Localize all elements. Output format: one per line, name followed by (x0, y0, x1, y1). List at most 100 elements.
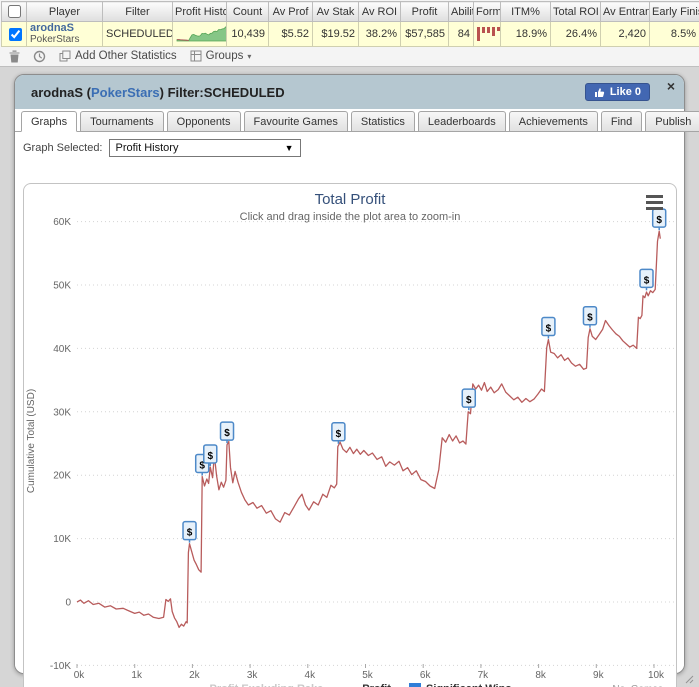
profit-sparkline-chart (176, 26, 226, 42)
graph-select-dropdown[interactable]: Profit History ▼ (108, 139, 301, 157)
svg-text:20K: 20K (53, 471, 71, 482)
svg-text:0: 0 (65, 598, 71, 609)
add-other-statistics-label: Add Other Statistics (75, 50, 177, 62)
player-cell[interactable]: arodnaS PokerStars (26, 21, 103, 47)
svg-text:$: $ (587, 313, 593, 324)
svg-text:$: $ (208, 451, 214, 462)
select-all-checkbox[interactable] (8, 5, 21, 18)
resize-handle[interactable] (685, 675, 694, 684)
svg-text:4k: 4k (305, 670, 317, 681)
thumbs-up-icon (594, 87, 604, 97)
profit-chart-card[interactable]: -10K 0 10K 20K 30K 40K 50K 60K 0k 1k 2k 3k 4k 5k 6k 7k 8… (23, 183, 677, 687)
tab-publish[interactable]: Publish (645, 111, 699, 132)
legend-profit[interactable]: Profit (341, 683, 391, 687)
form-bars-chart (477, 26, 500, 42)
graph-select-row: Graph Selected: Profit History ▼ (15, 132, 684, 162)
column-header-ability[interactable]: Ability (448, 1, 474, 22)
column-header-av-stak[interactable]: Av Stak (312, 1, 359, 22)
tab-find[interactable]: Find (600, 111, 643, 132)
add-other-statistics-button[interactable]: Add Other Statistics (59, 50, 177, 62)
svg-text:7k: 7k (478, 670, 490, 681)
profit-histo-cell (172, 21, 227, 47)
history-button[interactable] (33, 50, 46, 63)
svg-text:1k: 1k (131, 670, 143, 681)
panel-title: arodnaS (PokerStars) Filter:SCHEDULED (31, 84, 285, 100)
column-header-profit[interactable]: Profit (400, 1, 449, 22)
chart-menu-icon[interactable] (646, 195, 663, 213)
column-header-av-roi[interactable]: Av ROI (358, 1, 401, 22)
svg-text:6k: 6k (420, 670, 432, 681)
svg-text:10k: 10k (648, 670, 665, 681)
column-header-profit-histo[interactable]: Profit Histo (172, 1, 227, 22)
svg-text:$: $ (199, 460, 205, 471)
like-count-label: Like 0 (609, 86, 641, 98)
groups-icon (190, 50, 202, 62)
early-finish-cell: 8.5% (649, 21, 699, 47)
player-stats-table: Player Filter Profit Histo Count Av Prof… (1, 1, 699, 47)
tab-graphs[interactable]: Graphs (21, 111, 78, 132)
panel-body: Graphs Tournaments Opponents Favourite G… (15, 109, 699, 687)
column-header-count[interactable]: Count (226, 1, 269, 22)
svg-text:50K: 50K (53, 281, 71, 292)
column-header-av-entrant[interactable]: Av Entrant (600, 1, 650, 22)
close-icon[interactable]: × (666, 78, 675, 94)
column-header-early-finish[interactable]: Early Finish (649, 1, 699, 22)
form-cell (473, 21, 501, 47)
column-header-player[interactable]: Player (26, 1, 103, 22)
svg-text:9k: 9k (593, 670, 605, 681)
groups-button[interactable]: Groups ▾ (190, 50, 252, 62)
tab-opponents[interactable]: Opponents (166, 111, 241, 132)
column-header-total-roi[interactable]: Total ROI (550, 1, 601, 22)
svg-text:60K: 60K (53, 217, 71, 228)
svg-text:$: $ (656, 215, 662, 226)
column-header-form[interactable]: Form (473, 1, 501, 22)
player-name-link[interactable]: arodnaS (30, 22, 75, 34)
av-stak-cell: $19.52 (312, 21, 359, 47)
column-header-av-prof[interactable]: Av Prof (268, 1, 313, 22)
svg-text:8k: 8k (535, 670, 547, 681)
profit-history-chart[interactable]: -10K 0 10K 20K 30K 40K 50K 60K 0k 1k 2k 3k 4k 5k 6k 7k 8… (24, 184, 678, 687)
add-statistics-icon (59, 50, 71, 62)
chart-legend: Profit Excluding Rake Profit Significant… (24, 683, 676, 687)
av-entrant-cell: 2,420 (600, 21, 650, 47)
svg-text:3k: 3k (247, 670, 259, 681)
groups-label: Groups (205, 50, 244, 62)
tab-tournaments[interactable]: Tournaments (80, 111, 164, 132)
svg-text:$: $ (466, 395, 472, 406)
svg-text:0k: 0k (74, 670, 86, 681)
chart-title: Total Profit (314, 191, 386, 208)
filter-cell: SCHEDULED (102, 21, 173, 47)
facebook-like-button[interactable]: Like 0 (584, 83, 650, 101)
tab-statistics[interactable]: Statistics (350, 111, 415, 132)
column-header-filter[interactable]: Filter (102, 1, 173, 22)
groups-caret-icon: ▾ (247, 51, 252, 61)
svg-text:10K: 10K (53, 534, 71, 545)
panel-title-site-link[interactable]: PokerStars (90, 84, 160, 100)
legend-profit-excluding-rake[interactable]: Profit Excluding Rake (189, 683, 324, 687)
itm-cell: 18.9% (500, 21, 551, 47)
table-row[interactable]: arodnaS PokerStars SCHEDULED 10,439 $5.5… (1, 21, 699, 47)
table-header-row: Player Filter Profit Histo Count Av Prof… (1, 1, 699, 22)
legend-significant-wins[interactable]: Significant Wins (408, 683, 511, 687)
total-roi-cell: 26.4% (550, 21, 601, 47)
panel-title-player: arodnaS (31, 84, 84, 100)
table-toolbar: Add Other Statistics Groups ▾ (0, 46, 251, 66)
count-cell: 10,439 (226, 21, 269, 47)
row-select-cell[interactable] (1, 21, 27, 47)
delete-button[interactable] (9, 50, 20, 63)
tab-favourite-games[interactable]: Favourite Games (243, 111, 348, 132)
legend-square-swatch-blue (408, 683, 421, 687)
row-checkbox[interactable] (9, 27, 22, 41)
tab-leaderboards[interactable]: Leaderboards (417, 111, 506, 132)
ability-cell: 84 (448, 21, 474, 47)
column-header-itm[interactable]: ITM% (500, 1, 551, 22)
select-all-header[interactable] (1, 1, 27, 22)
svg-text:$: $ (224, 428, 230, 439)
panel-header: arodnaS (PokerStars) Filter:SCHEDULED Li… (15, 75, 684, 109)
dropdown-arrow-icon: ▼ (284, 143, 294, 153)
graph-selected-value: Profit History (115, 142, 179, 154)
tab-achievements[interactable]: Achievements (508, 111, 598, 132)
trash-icon (9, 50, 20, 62)
av-prof-cell: $5.52 (268, 21, 313, 47)
